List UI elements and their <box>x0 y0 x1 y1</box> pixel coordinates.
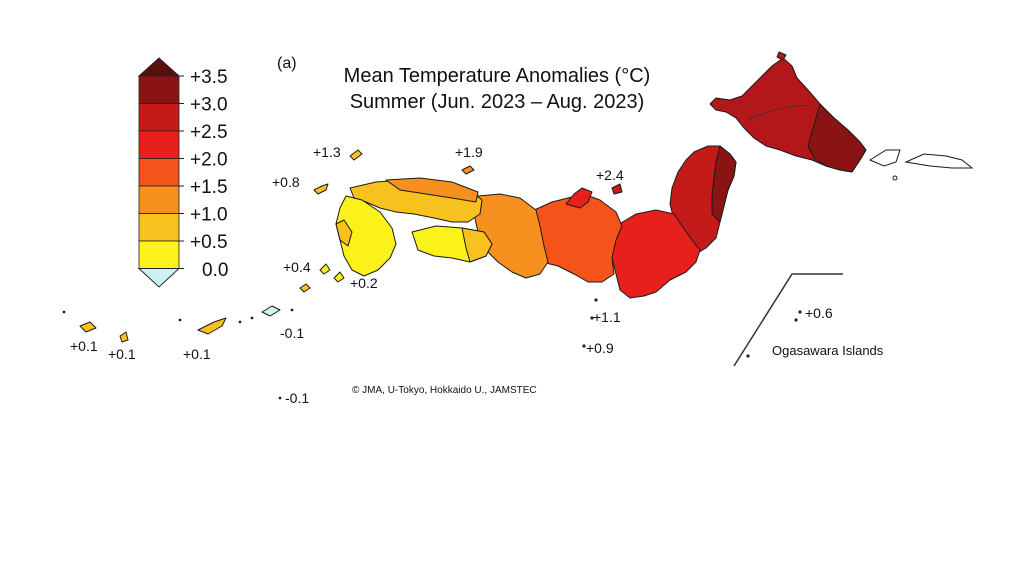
station-value-tsushima: +1.3 <box>313 144 341 160</box>
tsushima-island <box>349 149 363 161</box>
islet <box>178 318 182 322</box>
kuril-islet <box>892 175 898 181</box>
map-title: Mean Temperature Anomalies (°C) <box>344 65 651 87</box>
legend-band-0-0-0-5 <box>138 240 180 269</box>
legend-tick-label: +2.5 <box>190 122 228 143</box>
station-value-koshiki: +0.4 <box>283 259 311 275</box>
legend-band-2-0-2-5 <box>138 130 180 159</box>
rishiri-island <box>776 51 787 61</box>
station-value-tanegashima: +0.2 <box>350 275 378 291</box>
kanto-region <box>611 209 701 299</box>
hokkaido-isoline <box>747 105 813 121</box>
ogasawara-inset: +0.6 Ogasawara Islands <box>733 273 884 367</box>
legend-band-2-5-3-0 <box>138 103 180 132</box>
islet <box>278 396 282 400</box>
station-value-ogasawara: +0.6 <box>805 305 833 321</box>
japan-map <box>62 51 974 400</box>
ogasawara-island <box>794 318 798 322</box>
color-legend: +3.5 +3.0 +2.5 +2.0 +1.5 +1.0 +0.5 0.0 <box>137 57 228 288</box>
hokkaido-east-region <box>807 103 867 173</box>
legend-tick-label: +3.5 <box>190 67 228 88</box>
islet <box>250 316 254 320</box>
panel-label: (a) <box>277 55 297 72</box>
legend-tick-label: +0.5 <box>190 232 228 253</box>
map-subtitle: Summer (Jun. 2023 – Aug. 2023) <box>350 91 645 113</box>
station-value-oki: +1.9 <box>455 144 483 160</box>
goto-islands <box>313 183 329 195</box>
okinawa-island <box>197 317 227 335</box>
tanegashima-island <box>333 271 345 283</box>
ogasawara-island <box>798 310 802 314</box>
izu-island <box>594 298 598 302</box>
sakishima-islands-2 <box>119 331 129 343</box>
izu-island <box>590 316 594 320</box>
legend-tick-marks <box>179 75 184 269</box>
legend-band-1-0-1-5 <box>138 185 180 214</box>
islet <box>290 308 294 312</box>
mixed-island <box>261 305 281 317</box>
legend-tick-label: +2.0 <box>190 150 228 171</box>
koshiki-islands <box>319 263 331 275</box>
copyright-credit: © JMA, U-Tokyo, Hokkaido U., JAMSTEC <box>352 385 537 396</box>
legend-band-1-5-2-0 <box>138 158 180 187</box>
legend-band-3-0-3-5 <box>138 75 180 104</box>
legend-arrow-bottom <box>137 268 181 288</box>
legend-tick-label: 0.0 <box>202 260 228 281</box>
legend-tick-label: +3.0 <box>190 95 228 116</box>
station-value-sado: +2.4 <box>596 167 624 183</box>
station-value-goto: +0.8 <box>272 174 300 190</box>
islet <box>238 320 242 324</box>
sado-island <box>611 183 623 195</box>
oki-islands <box>461 165 475 175</box>
station-value-daito: -0.1 <box>280 325 304 341</box>
ogasawara-island <box>746 354 750 358</box>
station-value-okinawa: +0.1 <box>183 346 211 362</box>
legend-tick-label: +1.5 <box>190 177 228 198</box>
sakishima-islands-1 <box>79 321 97 333</box>
station-value-sakishima-2: +0.1 <box>108 346 136 362</box>
shikoku-east <box>461 227 493 263</box>
amami-islands <box>299 283 311 293</box>
kuril-islands <box>868 149 974 169</box>
inset-label: Ogasawara Islands <box>772 343 884 358</box>
legend-band-0-5-1-0 <box>138 213 180 242</box>
noto-peninsula <box>565 187 593 209</box>
station-value-izu-south: +0.9 <box>586 340 614 356</box>
legend-tick-label: +1.0 <box>190 205 228 226</box>
islet <box>62 310 66 314</box>
inset-border <box>733 273 843 367</box>
kyushu-west <box>335 219 353 247</box>
station-value-izu-hachijo: +1.1 <box>593 309 621 325</box>
station-value-sakishima-1: +0.1 <box>70 338 98 354</box>
station-value-oki-daito: -0.1 <box>285 390 309 406</box>
izu-island <box>582 344 586 348</box>
tohoku-east-region <box>711 145 737 223</box>
chugoku-north-band <box>385 177 479 203</box>
legend-arrow-top <box>137 57 181 77</box>
